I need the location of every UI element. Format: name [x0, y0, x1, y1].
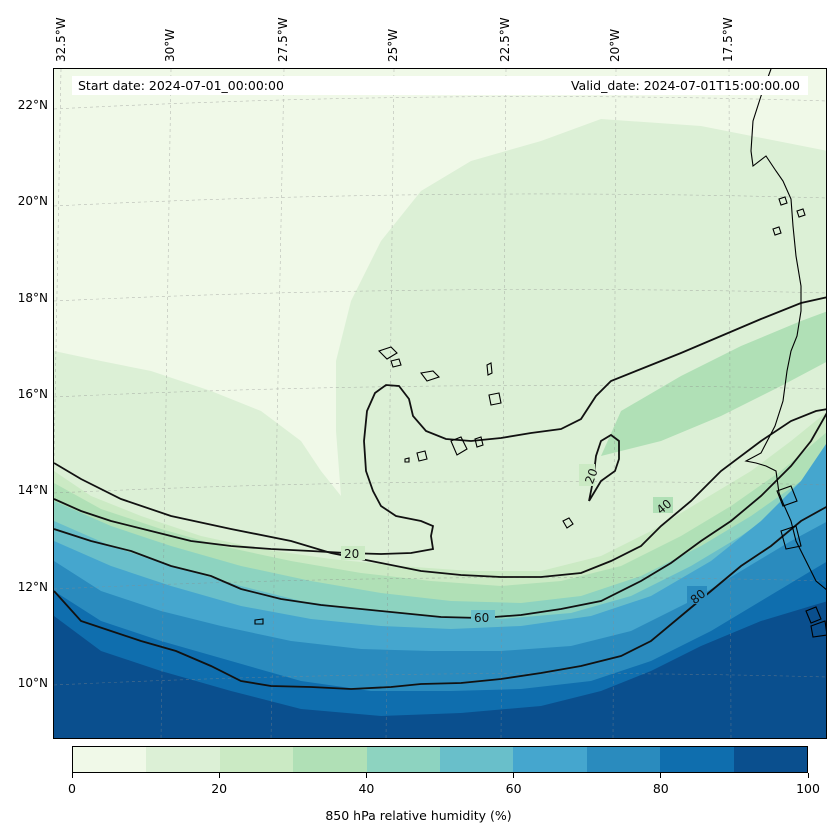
- colorbar-tick-0: [71, 773, 73, 778]
- cape-verde-9: [404, 457, 410, 463]
- canary-island-2: [796, 208, 806, 218]
- colorbar-segment-9: [733, 747, 808, 772]
- humidity-map: 20 20 40 60 80: [54, 69, 826, 738]
- colorbar-tick-60: [513, 773, 515, 778]
- lon-label-30w: 30°W: [163, 28, 177, 62]
- cape-verde-4: [486, 362, 493, 376]
- colorbar-segment-1: [146, 747, 220, 772]
- colorbar-tick-label-40: 40: [358, 781, 375, 796]
- cape-verde-8: [416, 450, 428, 462]
- contour-40: [54, 408, 826, 578]
- lat-label-12n: 12°N: [17, 580, 48, 594]
- colorbar-segment-0: [73, 747, 147, 772]
- map-panel[interactable]: 20 20 40 60 80: [53, 68, 827, 739]
- canary-island-3: [772, 226, 782, 236]
- colorbar: [72, 746, 808, 773]
- canary-island-1: [778, 196, 788, 206]
- lat-label-20n: 20°N: [17, 194, 48, 208]
- colorbar-segment-6: [513, 747, 587, 772]
- colorbar-segment-7: [586, 747, 661, 772]
- colorbar-title: 850 hPa relative humidity (%): [325, 808, 512, 823]
- islet-south: [254, 618, 264, 625]
- lat-label-10n: 10°N: [17, 676, 48, 690]
- colorbar-segment-8: [660, 747, 734, 772]
- contour-label-20-east: 20: [582, 467, 600, 486]
- band-90-100: [54, 601, 826, 738]
- colorbar-tick-label-0: 0: [68, 781, 76, 796]
- lat-label-18n: 18°N: [17, 291, 48, 305]
- start-date-text: Start date: 2024-07-01_00:00:00: [78, 78, 284, 93]
- cape-verde-2: [390, 358, 402, 368]
- lon-label-20w: 20°W: [608, 28, 622, 62]
- lon-label-17-5w: 17.5°W: [721, 17, 735, 62]
- contour-80: [54, 506, 826, 690]
- colorbar-tick-label-20: 20: [211, 781, 228, 796]
- bijagos-islands: [776, 485, 826, 638]
- contours: [54, 296, 826, 690]
- contour-label-60: 60: [474, 611, 489, 625]
- band-0-10: [54, 69, 826, 496]
- colorbar-segment-4: [366, 747, 441, 772]
- coastlines: [254, 69, 826, 638]
- lon-label-25w: 25°W: [386, 28, 400, 62]
- contour-label-group: 20 20 40 60 80: [341, 464, 708, 625]
- lat-label-16n: 16°N: [17, 387, 48, 401]
- colorbar-segment-2: [219, 747, 294, 772]
- colorbar-tick-20: [218, 773, 220, 778]
- colorbar-segment-3: [293, 747, 367, 772]
- valid-date-text: Valid_date: 2024-07-01T15:00:00.00: [570, 78, 800, 93]
- colorbar-tick-100: [807, 773, 809, 778]
- colorbar-tick-40: [365, 773, 367, 778]
- lat-label-22n: 22°N: [17, 98, 48, 112]
- cape-verde-5: [488, 392, 502, 406]
- lon-label-27-5w: 27.5°W: [276, 17, 290, 62]
- cape-verde-3: [420, 370, 441, 382]
- colorbar-tick-label-80: 80: [652, 781, 669, 796]
- islet-east: [562, 517, 574, 529]
- colorbar-segment-5: [440, 747, 514, 772]
- lat-label-14n: 14°N: [17, 483, 48, 497]
- date-info-bar: Start date: 2024-07-01_00:00:00 Valid_da…: [72, 76, 808, 95]
- cape-verde-1: [377, 346, 398, 360]
- contour-20-west: [54, 296, 826, 555]
- lon-label-22-5w: 22.5°W: [498, 17, 512, 62]
- graticule: [54, 69, 826, 738]
- colorbar-tick-80: [660, 773, 662, 778]
- cape-verde-7: [474, 436, 484, 448]
- colorbar-tick-label-100: 100: [796, 781, 820, 796]
- cape-verde-6: [450, 436, 468, 456]
- lon-label-32-5w: 32.5°W: [54, 17, 68, 62]
- band-30-40-ne: [601, 311, 826, 456]
- contour-label-20: 20: [344, 547, 359, 561]
- colorbar-tick-label-60: 60: [505, 781, 522, 796]
